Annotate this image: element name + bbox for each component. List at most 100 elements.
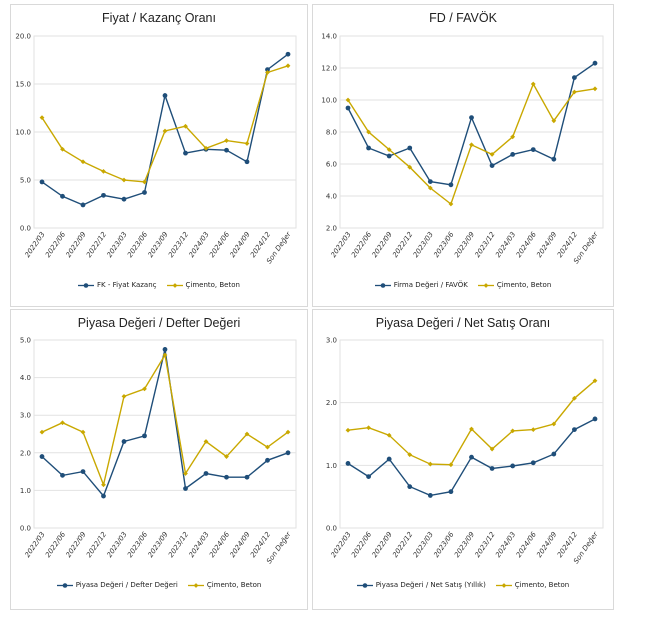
chart-panel-ev-ebitda: FD / FAVÖK 2.0 4.0 6.0 8.0 10.0 12.0 14.0 2022/… [312, 4, 614, 307]
data-point [121, 439, 127, 444]
y-tick-label: 3.0 [20, 412, 31, 420]
data-point [530, 147, 536, 153]
legend-label: Çimento, Beton [514, 581, 570, 589]
data-point [448, 489, 454, 495]
data-point [592, 60, 598, 66]
legend-item: Piyasa Değeri / Net Satış (Yıllık) [356, 581, 486, 589]
chart-legend: Piyasa Değeri / Defter Değeri Çimento, Be… [11, 581, 307, 589]
data-point [469, 115, 474, 120]
legend-item: Çimento, Beton [187, 581, 261, 589]
data-point [469, 454, 474, 460]
data-point [203, 145, 209, 151]
y-tick-label: 0.0 [20, 225, 31, 233]
legend-item: FK - Fiyat Kazanç [78, 281, 157, 289]
data-point [265, 67, 270, 72]
y-tick-label: 5.0 [20, 337, 31, 345]
legend-circle-marker-icon [56, 582, 73, 588]
data-point [530, 460, 536, 466]
data-point [285, 63, 291, 69]
sector-series-line [41, 65, 289, 183]
y-tick-label: 5.0 [20, 177, 31, 185]
chart-title: FD / FAVÖK [429, 11, 497, 25]
data-point [183, 150, 188, 156]
plot-frame [33, 339, 297, 529]
y-tick-label: 10.0 [15, 129, 31, 137]
chart-legend: Firma Değeri / FAVÖK Çimento, Beton [313, 281, 613, 289]
legend-item: Firma Değeri / FAVÖK [374, 281, 468, 289]
legend-diamond-marker-icon [187, 582, 204, 588]
data-point [469, 426, 474, 432]
chart-title: Fiyat / Kazanç Oranı [102, 11, 216, 25]
plot-frame [339, 35, 604, 229]
data-point [80, 202, 86, 208]
data-point [386, 153, 392, 159]
legend-diamond-marker-icon [495, 582, 512, 588]
data-point [448, 201, 454, 207]
chart-plot: 0.01.02.03.02022/032022/062022/092022/12… [326, 337, 604, 565]
data-point [551, 421, 557, 427]
legend-label: Firma Değeri / FAVÖK [393, 281, 468, 289]
company-series-line [41, 349, 289, 498]
y-tick-label: 1.0 [326, 462, 337, 470]
legend-circle-marker-icon [374, 282, 391, 288]
legend-label: Piyasa Değeri / Defter Değeri [75, 581, 178, 589]
legend-circle-marker-icon [356, 582, 373, 588]
data-point [366, 129, 371, 135]
data-point [80, 469, 86, 474]
data-point [427, 179, 433, 185]
data-point [489, 466, 495, 471]
data-point [162, 347, 168, 352]
data-point [101, 482, 106, 488]
data-point [407, 484, 413, 490]
data-point [244, 141, 250, 146]
data-point [60, 472, 65, 478]
data-point [510, 463, 516, 469]
data-point [572, 89, 577, 95]
chart-legend: FK - Fiyat Kazanç Çimento, Beton [11, 281, 307, 289]
data-point [345, 427, 351, 433]
data-point [510, 134, 516, 140]
data-point [592, 416, 598, 422]
data-point [183, 123, 188, 129]
data-point [285, 450, 291, 456]
data-point [80, 429, 86, 435]
y-tick-label: 2.0 [326, 225, 337, 233]
data-point [427, 461, 433, 467]
chart-legend: Piyasa Değeri / Net Satış (Yıllık) Çiment… [313, 581, 613, 589]
data-point [510, 152, 516, 157]
chart-title: Piyasa Değeri / Net Satış Oranı [375, 316, 551, 330]
data-point [530, 427, 536, 433]
data-point [448, 462, 454, 468]
data-point [142, 190, 147, 195]
data-point [244, 159, 250, 165]
y-tick-label: 4.0 [20, 374, 31, 382]
data-point [101, 192, 106, 198]
data-point [224, 474, 229, 480]
chart-panel-pb: Piyasa Değeri / Defter Değeri 0.0 1.0 2.0 3… [10, 309, 308, 610]
legend-item: Çimento, Beton [477, 281, 551, 289]
plot-frame [339, 339, 604, 529]
sector-series-line [41, 353, 289, 488]
data-point [592, 86, 598, 92]
y-tick-label: 10.0 [321, 97, 337, 105]
data-point [427, 185, 433, 191]
legend-item: Piyasa Değeri / Defter Değeri [56, 581, 178, 589]
y-tick-label: 4.0 [326, 193, 337, 201]
data-point [366, 145, 371, 151]
data-point [101, 168, 106, 174]
data-point [183, 486, 188, 491]
data-point [142, 179, 147, 185]
legend-circle-marker-icon [78, 282, 95, 288]
y-tick-label: 2.0 [20, 449, 31, 457]
data-point [121, 394, 127, 399]
data-point [551, 156, 557, 162]
data-point [386, 147, 392, 152]
y-tick-label: 2.0 [326, 399, 337, 407]
data-point [572, 75, 577, 80]
company-series-line [347, 62, 596, 186]
legend-item: Çimento, Beton [495, 581, 570, 589]
legend-label: Çimento, Beton [185, 281, 240, 289]
data-point [448, 182, 454, 188]
data-point [592, 378, 598, 384]
data-point [60, 146, 65, 152]
